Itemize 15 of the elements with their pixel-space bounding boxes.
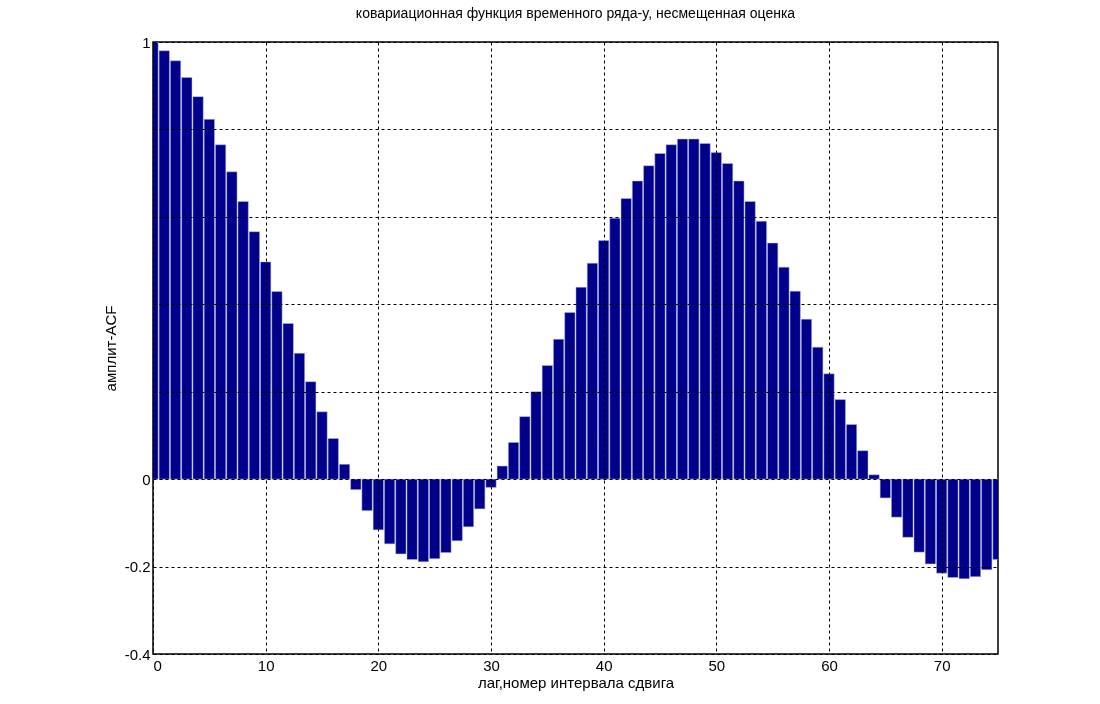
chart-title: ковариационная функция временного ряда-y, несмещенная оценка xyxy=(355,5,796,21)
x-tick-label: 10 xyxy=(257,656,275,674)
x-tick-label: 70 xyxy=(933,656,951,674)
x-tick-label: 30 xyxy=(483,656,500,674)
x-tick-label: 20 xyxy=(370,656,388,674)
x-tick-label: 0 xyxy=(153,656,162,674)
y-axis-title: амплит-ACF xyxy=(101,305,119,392)
y-tick-label: 0 xyxy=(142,470,151,488)
x-axis-title: лаг,номер интервала сдвига xyxy=(477,673,675,691)
y-tick-label: -0.2 xyxy=(124,558,151,576)
x-tick-label: 50 xyxy=(708,656,726,674)
y-tick-label: 1 xyxy=(142,33,151,51)
x-tick-label: 60 xyxy=(821,656,838,674)
x-tick-label: 40 xyxy=(595,656,613,674)
y-tick-label: -0.4 xyxy=(124,645,151,663)
